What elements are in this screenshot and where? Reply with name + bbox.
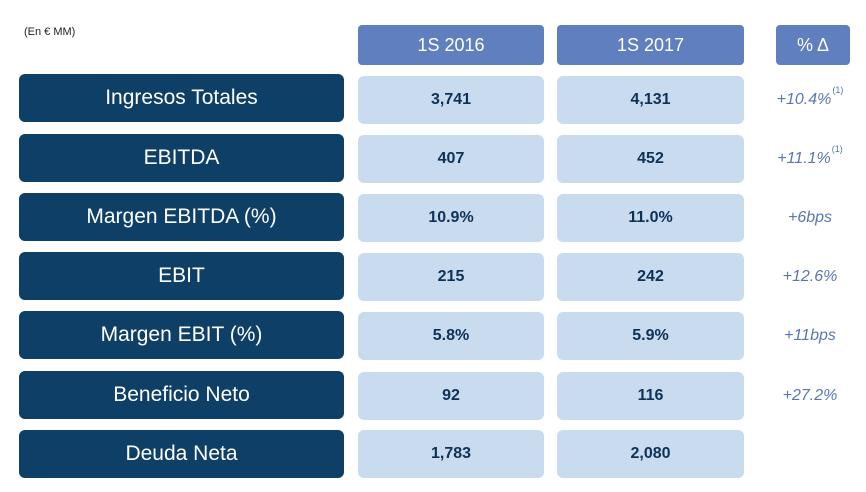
delta-margen-ebitda: +6bps	[760, 194, 860, 242]
column-header-delta: % Δ	[776, 25, 850, 65]
column-header-1s-2017: 1S 2017	[557, 25, 744, 65]
column-header-1s-2016: 1S 2016	[358, 25, 544, 65]
cell-2017-deuda-neta: 2,080	[557, 430, 744, 478]
cell-2016-margen-ebitda: 10.9%	[358, 194, 544, 242]
cell-2016-deuda-neta: 1,783	[358, 430, 544, 478]
delta-margen-ebit: +11bps	[760, 312, 860, 360]
row-label-ebit: EBIT	[19, 252, 344, 300]
footnote-marker: (1)	[832, 85, 844, 95]
row-label-ebitda: EBITDA	[19, 134, 344, 182]
delta-beneficio-neto: +27.2%	[760, 372, 860, 420]
cell-2017-ingresos-totales: 4,131	[557, 76, 744, 124]
units-note: (En € MM)	[24, 26, 76, 38]
delta-ebitda: +11.1% (1)	[760, 135, 860, 183]
delta-ebit: +12.6%	[760, 253, 860, 301]
row-label-deuda-neta: Deuda Neta	[19, 430, 344, 478]
delta-value: +11bps	[784, 327, 836, 344]
cell-2017-ebit: 242	[557, 253, 744, 301]
footnote-marker: (1)	[831, 144, 843, 154]
row-label-margen-ebit: Margen EBIT (%)	[19, 311, 344, 359]
cell-2017-margen-ebitda: 11.0%	[557, 194, 744, 242]
row-label-ingresos-totales: Ingresos Totales	[19, 74, 344, 122]
delta-value: +11.1%	[777, 150, 831, 167]
row-label-beneficio-neto: Beneficio Neto	[19, 371, 344, 419]
cell-2016-beneficio-neto: 92	[358, 372, 544, 420]
cell-2016-ebit: 215	[358, 253, 544, 301]
cell-2017-ebitda: 452	[557, 135, 744, 183]
delta-value: +6bps	[787, 209, 833, 226]
cell-2017-margen-ebit: 5.9%	[557, 312, 744, 360]
delta-value: +12.6%	[782, 268, 838, 285]
row-label-margen-ebitda: Margen EBITDA (%)	[19, 193, 344, 241]
delta-value: +27.2%	[782, 387, 838, 404]
cell-2017-beneficio-neto: 116	[557, 372, 744, 420]
cell-2016-ebitda: 407	[358, 135, 544, 183]
cell-2016-margen-ebit: 5.8%	[358, 312, 544, 360]
delta-ingresos-totales: +10.4% (1)	[760, 76, 860, 124]
delta-value: +10.4%	[776, 91, 832, 108]
cell-2016-ingresos-totales: 3,741	[358, 76, 544, 124]
